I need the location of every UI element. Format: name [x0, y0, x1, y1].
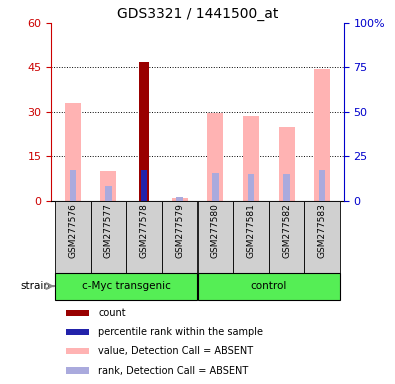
- Text: percentile rank within the sample: percentile rank within the sample: [98, 327, 263, 337]
- Bar: [172, 198, 188, 200]
- Text: GSM277576: GSM277576: [68, 203, 77, 258]
- Bar: [283, 174, 290, 200]
- Bar: [141, 170, 147, 200]
- Text: value, Detection Call = ABSENT: value, Detection Call = ABSENT: [98, 346, 253, 356]
- Text: count: count: [98, 308, 126, 318]
- Bar: [243, 116, 259, 200]
- Title: GDS3321 / 1441500_at: GDS3321 / 1441500_at: [117, 7, 278, 21]
- Bar: [105, 187, 112, 200]
- Bar: [66, 367, 89, 374]
- Bar: [212, 173, 218, 200]
- Text: GSM277581: GSM277581: [246, 203, 256, 258]
- Bar: [177, 197, 183, 200]
- Bar: [198, 273, 340, 300]
- Text: strain: strain: [21, 281, 51, 291]
- Bar: [66, 329, 89, 335]
- Text: GSM277579: GSM277579: [175, 203, 184, 258]
- Text: GSM277580: GSM277580: [211, 203, 220, 258]
- Text: GSM277578: GSM277578: [139, 203, 149, 258]
- Bar: [319, 170, 325, 200]
- Text: GSM277577: GSM277577: [104, 203, 113, 258]
- Bar: [66, 310, 89, 316]
- Bar: [314, 69, 330, 200]
- Bar: [66, 348, 89, 354]
- Bar: [65, 103, 81, 200]
- Bar: [100, 171, 117, 200]
- Bar: [55, 273, 198, 300]
- Bar: [248, 174, 254, 200]
- Bar: [90, 200, 126, 273]
- Bar: [55, 200, 90, 273]
- Text: c-Myc transgenic: c-Myc transgenic: [82, 281, 171, 291]
- Text: control: control: [250, 281, 287, 291]
- Text: GSM277582: GSM277582: [282, 203, 291, 258]
- Bar: [198, 200, 233, 273]
- Text: rank, Detection Call = ABSENT: rank, Detection Call = ABSENT: [98, 366, 248, 376]
- Bar: [207, 113, 223, 200]
- Bar: [233, 200, 269, 273]
- Bar: [305, 200, 340, 273]
- Bar: [70, 170, 76, 200]
- Bar: [126, 200, 162, 273]
- Bar: [278, 127, 295, 200]
- Text: GSM277583: GSM277583: [318, 203, 327, 258]
- Bar: [162, 200, 198, 273]
- Bar: [269, 200, 305, 273]
- Bar: [139, 61, 149, 200]
